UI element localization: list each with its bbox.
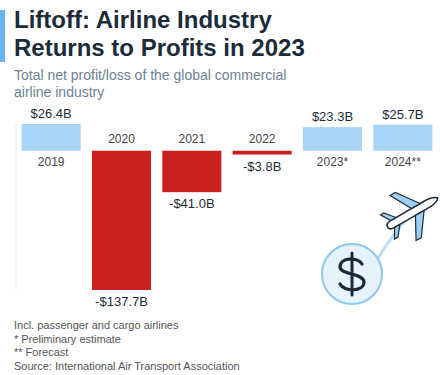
x-tick-label: 2020 [108, 132, 135, 146]
title: Liftoff: Airline Industry Returns to Pro… [14, 6, 364, 62]
note: ** Forecast [14, 346, 240, 360]
x-tick-label: 2023* [317, 155, 349, 169]
tail [380, 209, 404, 239]
data-label: $25.7B [382, 107, 423, 122]
notes: Incl. passenger and cargo airlines* Prel… [14, 319, 240, 373]
coin [322, 244, 382, 304]
icon [322, 175, 440, 304]
chart: $26.4B 2019 -$137.7B 2020 -$41.0B 2021 -$3.8B 2… [0, 0, 440, 375]
bar [92, 151, 151, 290]
data-label: -$41.0B [169, 196, 215, 211]
bar [22, 124, 81, 151]
note: * Preliminary estimate [14, 333, 240, 347]
bar [233, 151, 292, 155]
value-axis-line [16, 124, 17, 290]
bar [303, 127, 362, 151]
x-tick-label: 2022 [249, 132, 276, 146]
airplane [374, 175, 440, 249]
bar [162, 151, 221, 192]
x-tick-label: 2019 [38, 155, 65, 169]
data-label: $23.3B [312, 109, 353, 124]
data-label: $26.4B [31, 106, 72, 121]
note: Incl. passenger and cargo airlines [14, 319, 240, 333]
data-label: -$137.7B [95, 294, 148, 309]
source: Source: International Air Transport Asso… [14, 360, 240, 374]
subtitle: Total net profit/loss of the global comm… [14, 67, 314, 101]
data-label: -$3.8B [243, 159, 281, 174]
dollar-stroke [351, 253, 354, 295]
title-accent [0, 10, 5, 62]
bar [373, 125, 432, 151]
x-tick-label: 2021 [178, 132, 205, 146]
x-tick-label: 2024** [385, 155, 421, 169]
